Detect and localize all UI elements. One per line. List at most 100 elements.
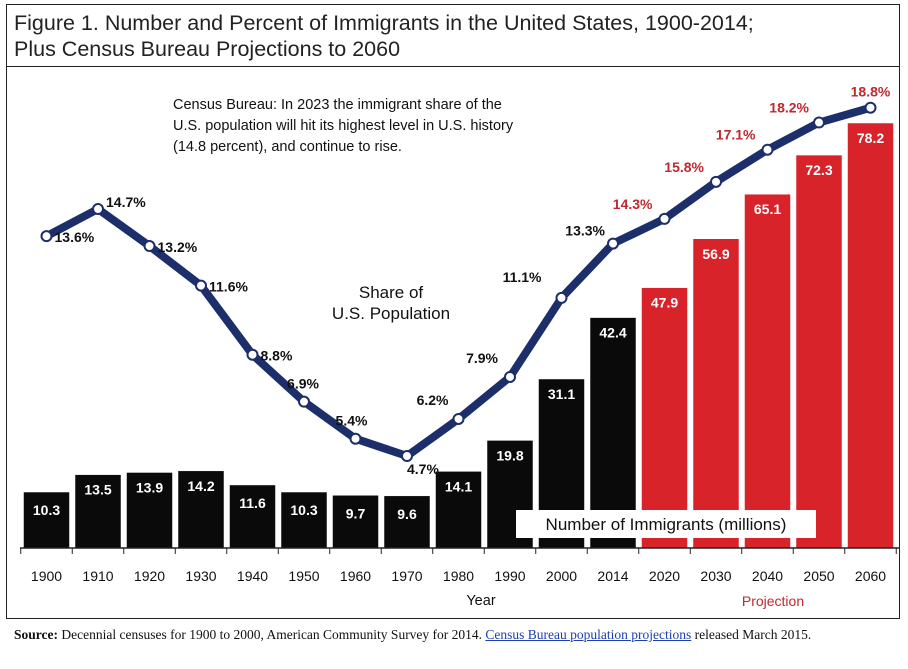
x-tick-label-2040: 2040 (752, 568, 783, 584)
source-link[interactable]: Census Bureau population projections (485, 627, 692, 642)
bar-value-label-1940: 11.6 (239, 495, 266, 511)
share-point-1910 (92, 203, 104, 215)
bar-1940 (229, 484, 276, 549)
share-point-1960 (349, 432, 362, 445)
bar-2030 (692, 238, 740, 549)
x-tick-label-1970: 1970 (391, 568, 422, 584)
share-label-line-2: U.S. Population (332, 304, 450, 323)
annotation-line-3: (14.8 percent), and continue to rise. (173, 139, 402, 155)
share-value-label-2050: 18.2% (769, 100, 809, 116)
share-point-2030 (710, 175, 722, 188)
share-value-label-2000: 11.1% (503, 269, 542, 285)
bar-value-label-1990: 19.8 (496, 447, 523, 463)
x-tick-label-1960: 1960 (340, 568, 371, 584)
bar-value-label-1960: 9.7 (346, 505, 366, 521)
share-point-2020 (658, 212, 671, 225)
share-value-label-2040: 17.1% (716, 127, 756, 143)
share-value-label-2014: 13.3% (565, 223, 605, 239)
x-axis-title: Year (466, 593, 495, 609)
x-tick-label-1910: 1910 (82, 568, 113, 584)
bar-2020 (641, 287, 688, 549)
source-suffix: released March 2015. (691, 627, 812, 642)
x-tick-label-1900: 1900 (31, 568, 62, 584)
bar-value-label-2040: 65.1 (754, 201, 781, 217)
share-point-2000 (555, 291, 568, 304)
share-line-series: 13.6% 14.7% 13.2% 11.6% 8.8% 6.9% 5.4% 4.7% 6.2%… (40, 84, 891, 477)
bar-series: 10.3 13.5 13.9 14.2 11.6 10.3 9.7 9.6 14.1 19.8 31… (23, 122, 894, 549)
bar-1910 (74, 474, 122, 549)
share-point-1930 (195, 279, 207, 292)
share-value-label-1980: 6.2% (417, 392, 449, 408)
share-point-2040 (761, 143, 774, 156)
share-point-1950 (298, 395, 310, 408)
bar-value-label-2020: 47.9 (651, 295, 678, 311)
share-point-1980 (452, 412, 465, 425)
bar-value-label-1950: 10.3 (290, 502, 317, 518)
bar-value-label-2014: 42.4 (599, 325, 626, 341)
x-tick-label-2020: 2020 (649, 568, 680, 584)
share-value-label-1920: 13.2% (158, 239, 198, 255)
bar-value-label-2030: 56.9 (702, 246, 729, 262)
chart-title: Figure 1. Number and Percent of Immigran… (14, 10, 894, 62)
title-divider (6, 66, 900, 67)
bar-2014 (589, 317, 637, 549)
bar-2060 (847, 122, 894, 549)
x-tick-label-2060: 2060 (855, 568, 886, 584)
number-label: Number of Immigrants (millions) (546, 515, 787, 534)
bar-1970 (383, 495, 431, 549)
bar-value-label-1980: 14.1 (445, 478, 472, 494)
title-line-1: Figure 1. Number and Percent of Immigran… (14, 11, 754, 35)
bar-1980 (435, 471, 482, 549)
share-value-label-1910: 14.7% (106, 194, 146, 210)
source-text: Decennial censuses for 1900 to 2000, Ame… (58, 627, 486, 642)
chart-canvas: 10.3 13.5 13.9 14.2 11.6 10.3 9.7 9.6 14.1 19.8 31… (20, 84, 900, 609)
bar-1930 (177, 470, 225, 549)
share-value-label-1940: 8.8% (261, 348, 293, 364)
bar-value-label-1900: 10.3 (33, 502, 60, 518)
number-label-box (516, 510, 816, 538)
bar-value-label-1920: 13.9 (136, 479, 163, 495)
source-prefix: Source: (14, 627, 58, 642)
x-tick-label-1930: 1930 (185, 568, 216, 584)
share-value-label-2020: 14.3% (613, 196, 653, 212)
x-tick-label-2030: 2030 (700, 568, 731, 584)
bar-2040 (744, 193, 791, 549)
bar-1920 (126, 472, 173, 549)
share-point-1920 (143, 240, 156, 253)
title-line-2: Plus Census Bureau Projections to 2060 (14, 37, 401, 61)
x-tick-label-1940: 1940 (237, 568, 268, 584)
share-value-label-1960: 5.4% (336, 413, 368, 429)
share-value-label-1930: 11.6% (209, 279, 248, 295)
share-point-1940 (246, 348, 259, 361)
source-note: Source: Decennial censuses for 1900 to 2… (14, 626, 902, 644)
bar-value-label-2060: 78.2 (857, 130, 884, 146)
x-tick-label-2050: 2050 (803, 568, 834, 584)
bar-value-label-1970: 9.6 (397, 506, 417, 522)
x-tick-label-1990: 1990 (494, 568, 525, 584)
share-point-1900 (40, 230, 53, 243)
bar-1900 (23, 491, 70, 549)
share-point-2050 (813, 116, 825, 129)
share-point-2060 (864, 101, 877, 114)
bar-value-label-2050: 72.3 (805, 162, 832, 178)
bar-value-label-1910: 13.5 (84, 482, 111, 498)
share-point-1990 (504, 370, 516, 383)
x-tick-label-1980: 1980 (443, 568, 474, 584)
share-value-label-2060: 18.8% (851, 84, 891, 100)
bar-2050 (795, 154, 843, 549)
share-label-line-1: Share of (359, 283, 424, 302)
annotation-line-1: Census Bureau: In 2023 the immigrant sha… (173, 97, 502, 113)
share-value-label-1900: 13.6% (55, 229, 95, 245)
share-value-label-1950: 6.9% (287, 376, 319, 392)
annotation-line-2: U.S. population will hit its highest lev… (173, 118, 514, 134)
x-tick-label-1920: 1920 (134, 568, 165, 584)
share-point-2014 (607, 237, 619, 250)
share-point-1970 (401, 450, 413, 462)
x-tick-label-2000: 2000 (546, 568, 577, 584)
bar-1950 (280, 491, 328, 549)
x-axis-ticks: 1900 1910 1920 1930 1940 1950 1960 1970 1980 1990… (20, 548, 897, 584)
share-value-label-1970: 4.7% (407, 461, 439, 477)
share-value-label-1990: 7.9% (466, 350, 498, 366)
bar-value-label-2000: 31.1 (548, 386, 575, 402)
projection-label: Projection (742, 593, 804, 609)
